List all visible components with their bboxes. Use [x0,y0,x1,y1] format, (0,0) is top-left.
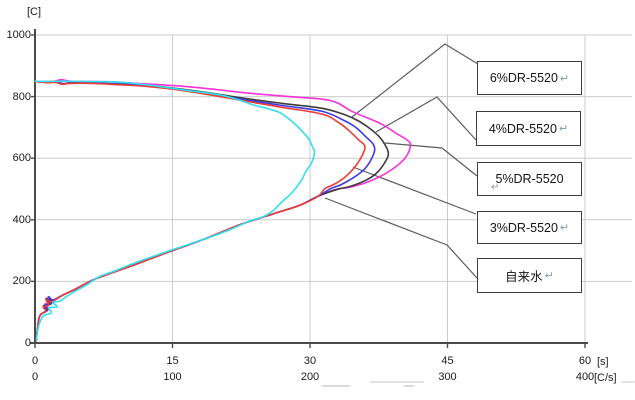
curve-3pct-dr-5520 [34,80,366,342]
y-axis-unit-label: [C] [27,6,42,18]
callout-line [351,43,479,118]
callout-line [352,166,477,215]
curve-tap-water [34,80,316,341]
callout-line [324,197,478,279]
callout-line [384,142,478,177]
smudge-artifact [370,381,424,383]
x-axis-rate-unit-label: [C/s] [594,372,617,384]
curve-5pct-dr-5520 [34,80,376,342]
smudge-artifact [404,385,414,387]
smudge-artifact [621,381,635,383]
smudge-artifact [322,385,350,387]
x-axis-seconds-unit-label: [s] [597,356,609,368]
callout-line [375,96,477,141]
